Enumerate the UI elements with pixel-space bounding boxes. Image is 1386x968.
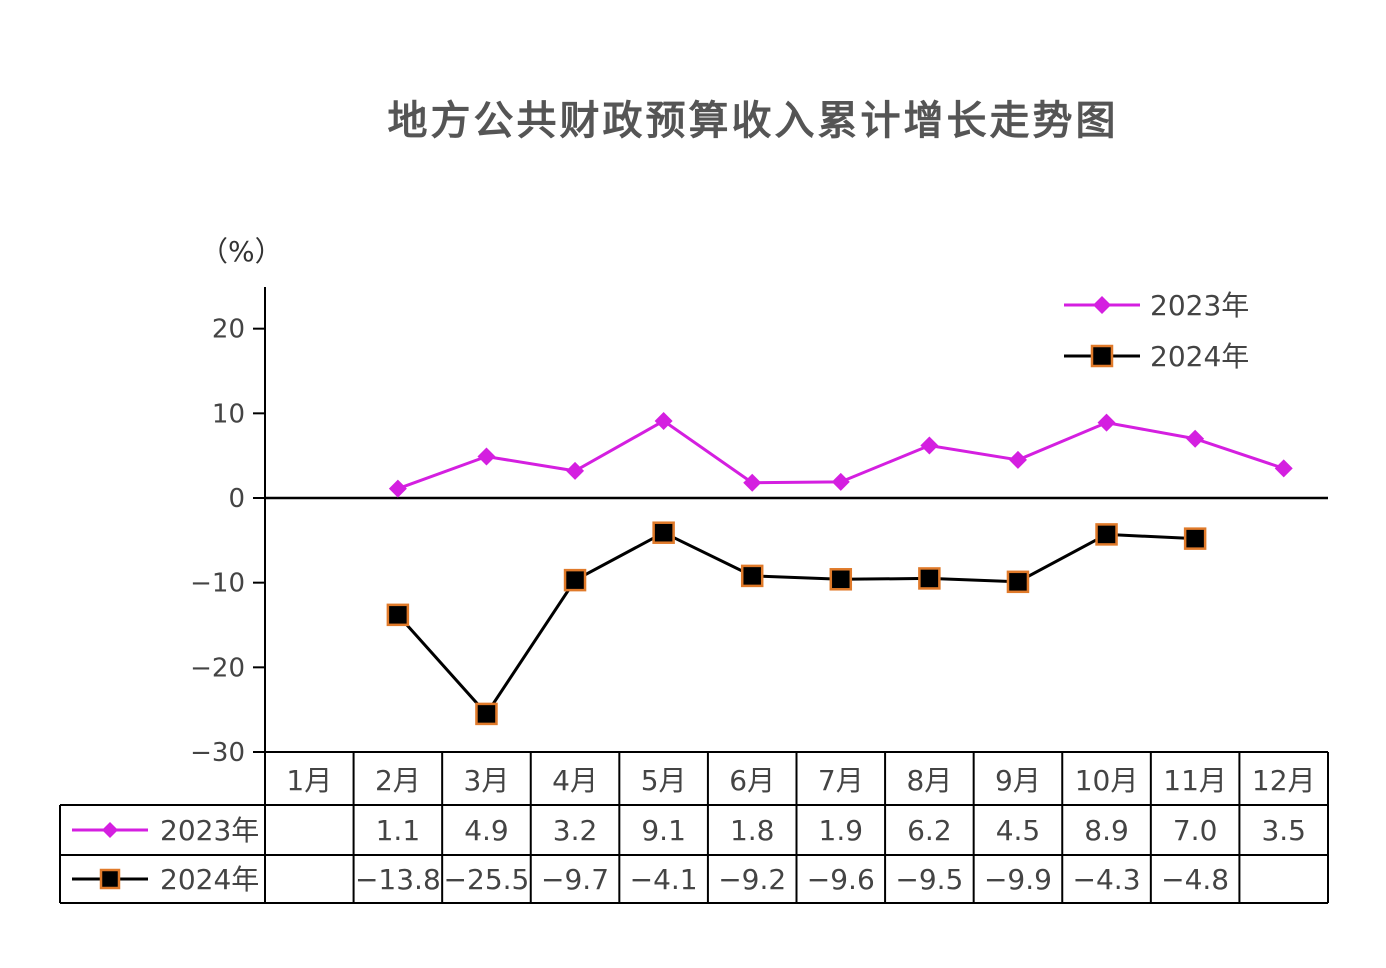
legend-marker — [1090, 344, 1114, 368]
y-tick-label: 10 — [212, 399, 245, 429]
data-point — [920, 436, 939, 455]
data-point — [654, 411, 673, 430]
data-label: 9.1 — [641, 814, 686, 847]
data-point — [1097, 413, 1116, 432]
data-label: 3.5 — [1261, 814, 1306, 847]
table-series-key-marker — [102, 822, 118, 838]
data-label: 4.9 — [464, 814, 509, 847]
data-point — [386, 603, 410, 627]
data-label: 1.1 — [376, 814, 421, 847]
data-point — [652, 521, 675, 544]
data-point — [566, 461, 585, 480]
data-point — [1186, 429, 1205, 448]
data-label: −4.8 — [1161, 863, 1229, 896]
data-label: −9.2 — [718, 863, 786, 896]
data-point — [388, 479, 407, 498]
data-label: 1.9 — [819, 814, 864, 847]
data-label: 4.5 — [996, 814, 1041, 847]
x-tick-label: 12月 — [1252, 764, 1316, 797]
series-line-2 — [396, 531, 1196, 717]
data-label: −9.9 — [984, 863, 1052, 896]
data-label: 7.0 — [1173, 814, 1218, 847]
data-point — [831, 472, 850, 491]
data-label: −4.1 — [630, 863, 698, 896]
x-tick-label: 9月 — [995, 764, 1041, 797]
data-point — [829, 568, 853, 591]
data-label: 6.2 — [907, 814, 952, 847]
table-series-key-marker — [99, 868, 121, 890]
data-label: −9.6 — [807, 863, 875, 896]
data-label: −13.8 — [355, 863, 441, 896]
y-tick-label: −20 — [190, 653, 245, 683]
chart-title: 地方公共财政预算收入累计增长走势图 — [387, 98, 1119, 144]
data-label: 8.9 — [1084, 814, 1129, 847]
x-tick-label: 7月 — [818, 764, 864, 797]
data-point — [477, 447, 496, 466]
legend-marker — [1093, 296, 1111, 314]
y-tick-label: −10 — [190, 569, 245, 599]
legend-label: 2023年 — [1150, 289, 1249, 322]
y-tick-label: 0 — [228, 484, 245, 514]
data-label: 3.2 — [553, 814, 598, 847]
data-point — [1095, 523, 1118, 546]
data-point — [1006, 570, 1030, 594]
x-tick-label: 3月 — [464, 764, 510, 797]
x-tick-label: 6月 — [729, 764, 775, 797]
data-point — [475, 702, 498, 726]
y-unit-label: （%） — [200, 235, 283, 268]
data-point — [918, 567, 941, 590]
x-tick-label: 1月 — [286, 764, 332, 797]
data-label: −9.5 — [895, 863, 963, 896]
data-label: −4.3 — [1073, 863, 1141, 896]
data-label: −9.7 — [541, 863, 609, 896]
data-point — [1008, 450, 1027, 469]
x-tick-label: 2月 — [375, 764, 421, 797]
y-tick-label: 20 — [212, 315, 245, 345]
data-point — [1183, 527, 1207, 550]
table-series-name: 2023年 — [160, 814, 259, 847]
x-tick-label: 11月 — [1163, 764, 1227, 797]
x-tick-label: 4月 — [552, 764, 598, 797]
table-series-name: 2024年 — [160, 863, 259, 896]
data-point — [1274, 459, 1293, 478]
data-point — [743, 473, 762, 492]
x-tick-label: 8月 — [906, 764, 952, 797]
data-label: −25.5 — [444, 863, 530, 896]
data-point — [740, 564, 764, 588]
x-tick-label: 5月 — [641, 764, 687, 797]
data-label: 1.8 — [730, 814, 775, 847]
legend-label: 2024年 — [1150, 340, 1249, 373]
x-tick-label: 10月 — [1075, 764, 1139, 797]
data-point — [563, 568, 587, 592]
y-tick-label: −30 — [190, 738, 245, 768]
